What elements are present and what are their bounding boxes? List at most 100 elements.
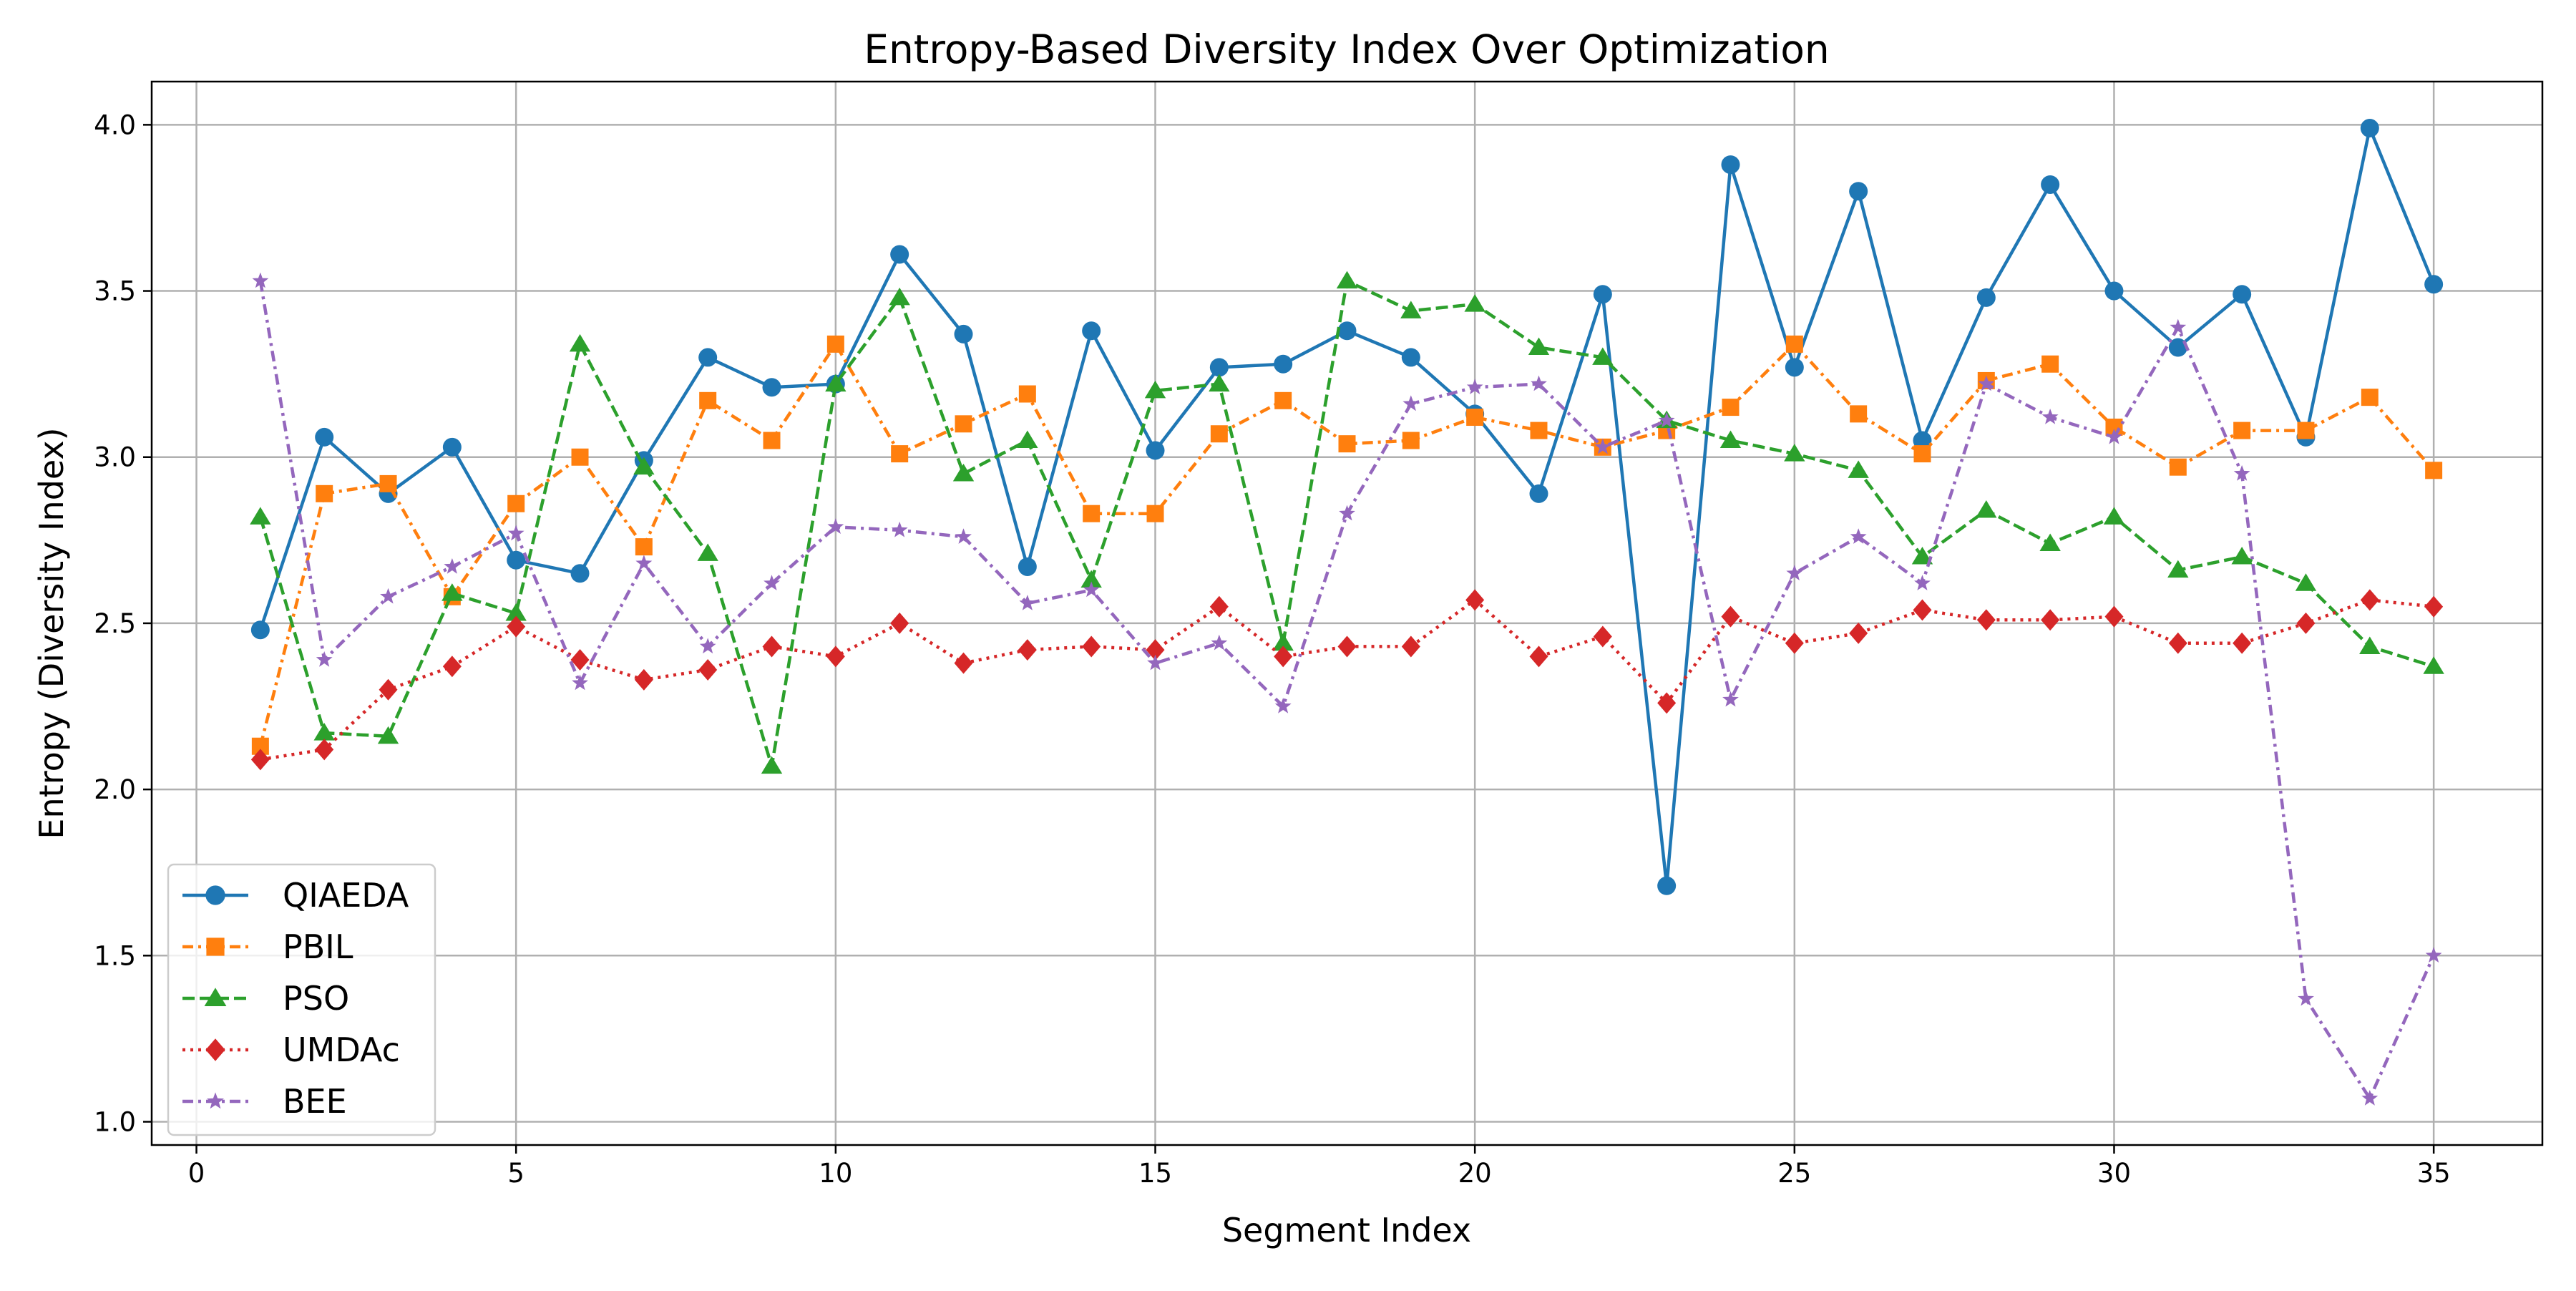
x-tick-label: 25 xyxy=(1777,1158,1811,1189)
data-point-pso xyxy=(2295,573,2317,591)
data-point-umdac xyxy=(1018,639,1037,661)
x-tick-label: 20 xyxy=(1458,1158,1492,1189)
data-point-pso xyxy=(2167,560,2189,578)
series-bee xyxy=(252,272,2442,1106)
data-point-qiaeda xyxy=(250,620,270,640)
data-point-qiaeda xyxy=(315,427,334,447)
data-point-bee xyxy=(891,521,908,537)
data-point-qiaeda xyxy=(698,348,718,367)
data-point-pso xyxy=(2103,507,2125,525)
data-point-pbil xyxy=(2425,462,2443,479)
data-point-umdac xyxy=(2360,589,2379,611)
data-point-umdac xyxy=(1274,646,1293,668)
data-point-pso xyxy=(1911,547,1933,565)
data-point-qiaeda xyxy=(2233,285,2252,304)
data-point-pbil xyxy=(1210,425,1228,443)
data-point-qiaeda xyxy=(1913,431,1932,450)
data-point-pso xyxy=(1592,347,1614,365)
data-point-umdac xyxy=(1209,595,1229,618)
data-point-umdac xyxy=(1785,632,1804,654)
data-point-qiaeda xyxy=(1529,484,1548,503)
data-point-umdac xyxy=(634,668,653,691)
data-point-umdac xyxy=(1913,599,1932,621)
data-point-pso xyxy=(1080,570,1102,588)
data-point-bee xyxy=(1274,698,1292,713)
x-tick-label: 0 xyxy=(188,1158,205,1189)
data-point-pbil xyxy=(891,445,909,463)
data-point-umdac xyxy=(1721,605,1740,628)
data-point-pbil xyxy=(2297,422,2315,439)
y-axis-title: Entropy (Diversity Index) xyxy=(32,427,71,839)
data-point-pbil xyxy=(1338,435,1356,453)
data-point-umdac xyxy=(1657,692,1677,714)
data-point-bee xyxy=(635,555,653,571)
data-point-pbil xyxy=(1850,405,1868,423)
data-point-pso xyxy=(1784,444,1805,462)
data-point-umdac xyxy=(379,678,398,701)
data-point-pbil xyxy=(1785,335,1803,353)
data-point-pso xyxy=(761,756,783,774)
data-point-qiaeda xyxy=(1082,321,1101,341)
data-point-qiaeda xyxy=(2041,175,2060,194)
data-point-pso xyxy=(2423,656,2444,674)
data-point-qiaeda xyxy=(2168,338,2187,357)
data-point-umdac xyxy=(1401,635,1420,658)
data-point-pbil xyxy=(1913,445,1931,463)
data-point-umdac xyxy=(570,649,590,671)
chart-title: Entropy-Based Diversity Index Over Optim… xyxy=(864,26,1830,72)
data-point-pbil xyxy=(1274,391,1292,409)
y-tick-label: 3.5 xyxy=(94,276,136,307)
data-point-umdac xyxy=(954,652,973,674)
data-point-pbil xyxy=(1466,409,1484,427)
data-point-bee xyxy=(2106,428,2122,444)
data-point-pso xyxy=(441,583,463,601)
data-point-bee xyxy=(699,638,716,654)
data-point-bee xyxy=(955,528,972,544)
data-point-bee xyxy=(1019,595,1036,610)
data-point-pbil xyxy=(1083,505,1101,522)
x-tick-label: 10 xyxy=(819,1158,852,1189)
data-point-pso xyxy=(1336,271,1358,289)
data-point-bee xyxy=(572,674,588,691)
legend: QIAEDA PBIL PSO UMDAc BEE xyxy=(167,863,436,1136)
data-point-pbil xyxy=(955,415,972,433)
y-tick-label: 1.5 xyxy=(94,940,136,971)
legend-marker-bee xyxy=(207,1092,224,1109)
series-layer xyxy=(250,119,2444,1106)
data-point-pbil xyxy=(2361,389,2379,406)
x-tick-label: 35 xyxy=(2417,1158,2451,1189)
data-point-bee xyxy=(1211,634,1228,651)
data-point-qiaeda xyxy=(1274,354,1293,374)
data-point-umdac xyxy=(762,635,781,658)
data-point-qiaeda xyxy=(1657,876,1677,895)
data-point-pso xyxy=(1017,430,1038,449)
data-point-umdac xyxy=(1465,589,1485,611)
data-point-umdac xyxy=(1082,635,1101,658)
legend-item-bee: BEE xyxy=(182,1082,347,1121)
x-axis-title: Segment Index xyxy=(1222,1211,1471,1249)
data-point-bee xyxy=(1402,395,1420,411)
data-point-pbil xyxy=(2041,355,2059,373)
legend-item-pbil: PBIL xyxy=(182,927,353,966)
plot-frame xyxy=(150,80,2544,1146)
data-point-qiaeda xyxy=(2360,119,2379,138)
data-point-pso xyxy=(505,603,527,621)
data-point-pbil xyxy=(826,335,844,353)
data-point-pbil xyxy=(1402,432,1420,449)
data-point-qiaeda xyxy=(1785,358,1804,377)
data-point-bee xyxy=(1722,691,1739,707)
data-point-qiaeda xyxy=(1209,358,1229,377)
legend-item-umdac: UMDAc xyxy=(182,1031,400,1069)
data-point-bee xyxy=(1339,505,1355,521)
data-point-umdac xyxy=(1146,639,1165,661)
data-point-pbil xyxy=(635,538,653,556)
data-point-pbil xyxy=(1146,505,1164,522)
data-point-pso xyxy=(633,457,655,475)
data-point-pso xyxy=(1464,294,1485,312)
data-point-umdac xyxy=(698,658,718,681)
legend-label-qiaeda: QIAEDA xyxy=(283,876,409,915)
data-point-pso xyxy=(250,507,271,525)
x-tick-label: 15 xyxy=(1138,1158,1172,1189)
y-tick-label: 3.0 xyxy=(94,442,136,473)
